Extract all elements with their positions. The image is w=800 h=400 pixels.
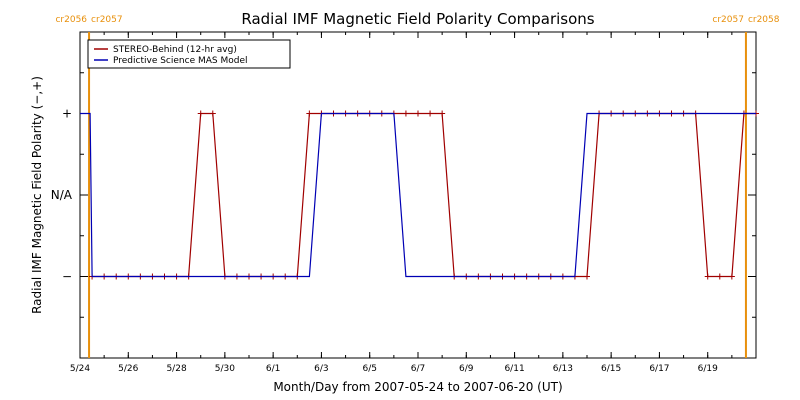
x-axis-label: Month/Day from 2007-05-24 to 2007-06-20 … <box>273 380 562 394</box>
x-tick-label: 6/11 <box>504 364 524 374</box>
x-tick-label: 5/26 <box>118 364 138 374</box>
y-tick-label: − <box>62 270 72 284</box>
series-point <box>584 273 590 280</box>
series-point <box>704 273 711 280</box>
x-tick-label: 6/17 <box>649 364 669 374</box>
x-tick-label: 6/19 <box>698 364 718 374</box>
x-tick-label: 6/3 <box>314 364 328 374</box>
x-tick-label: 6/5 <box>362 364 376 374</box>
legend-entry: STEREO-Behind (12-hr avg) <box>113 45 237 55</box>
chart-title: Radial IMF Magnetic Field Polarity Compa… <box>241 10 594 28</box>
carrington-markers: cr2056 cr2057 cr2057 cr2058 <box>55 15 780 358</box>
y-axis-label: Radial IMF Magnetic Field Polarity (−,+) <box>30 76 44 314</box>
legend-entry: Predictive Science MAS Model <box>113 56 248 66</box>
series-point <box>439 110 446 117</box>
plot-border <box>79 31 757 359</box>
x-tick-label: 6/15 <box>601 364 621 374</box>
x-tick-label: 5/24 <box>70 364 90 374</box>
carrington-right-label: cr2057 <box>91 15 123 25</box>
series-point <box>306 110 313 117</box>
series-point <box>197 110 204 117</box>
axis-ticks: 5/24 5/26 5/28 5/30 6/1 6/3 6/5 6/7 6/9 6/11 6/13 6… <box>51 31 757 374</box>
plot-frame <box>79 31 757 359</box>
series-point <box>402 110 409 117</box>
legend: STEREO-Behind (12-hr avg)Predictive Scie… <box>87 39 291 69</box>
series-point <box>427 110 434 117</box>
series-line-1 <box>80 112 756 278</box>
carrington-left-label: cr2056 <box>55 15 87 25</box>
y-tick-label: + <box>62 107 72 121</box>
series-line-0 <box>92 112 756 278</box>
x-tick-label: 5/30 <box>215 364 235 374</box>
x-tick-label: 5/28 <box>166 364 186 374</box>
carrington-left-label: cr2057 <box>712 15 744 25</box>
x-tick-label: 6/7 <box>411 364 425 374</box>
series-point <box>209 110 216 117</box>
series-point <box>728 273 735 280</box>
series-point <box>716 273 723 280</box>
carrington-right-label: cr2058 <box>748 15 780 25</box>
y-tick-label: N/A <box>51 188 73 202</box>
legend-box <box>87 39 291 69</box>
x-tick-label: 6/1 <box>266 364 280 374</box>
series-lines <box>80 110 759 280</box>
x-tick-label: 6/9 <box>459 364 474 374</box>
series-point <box>415 110 421 117</box>
x-tick-label: 6/13 <box>553 364 573 374</box>
